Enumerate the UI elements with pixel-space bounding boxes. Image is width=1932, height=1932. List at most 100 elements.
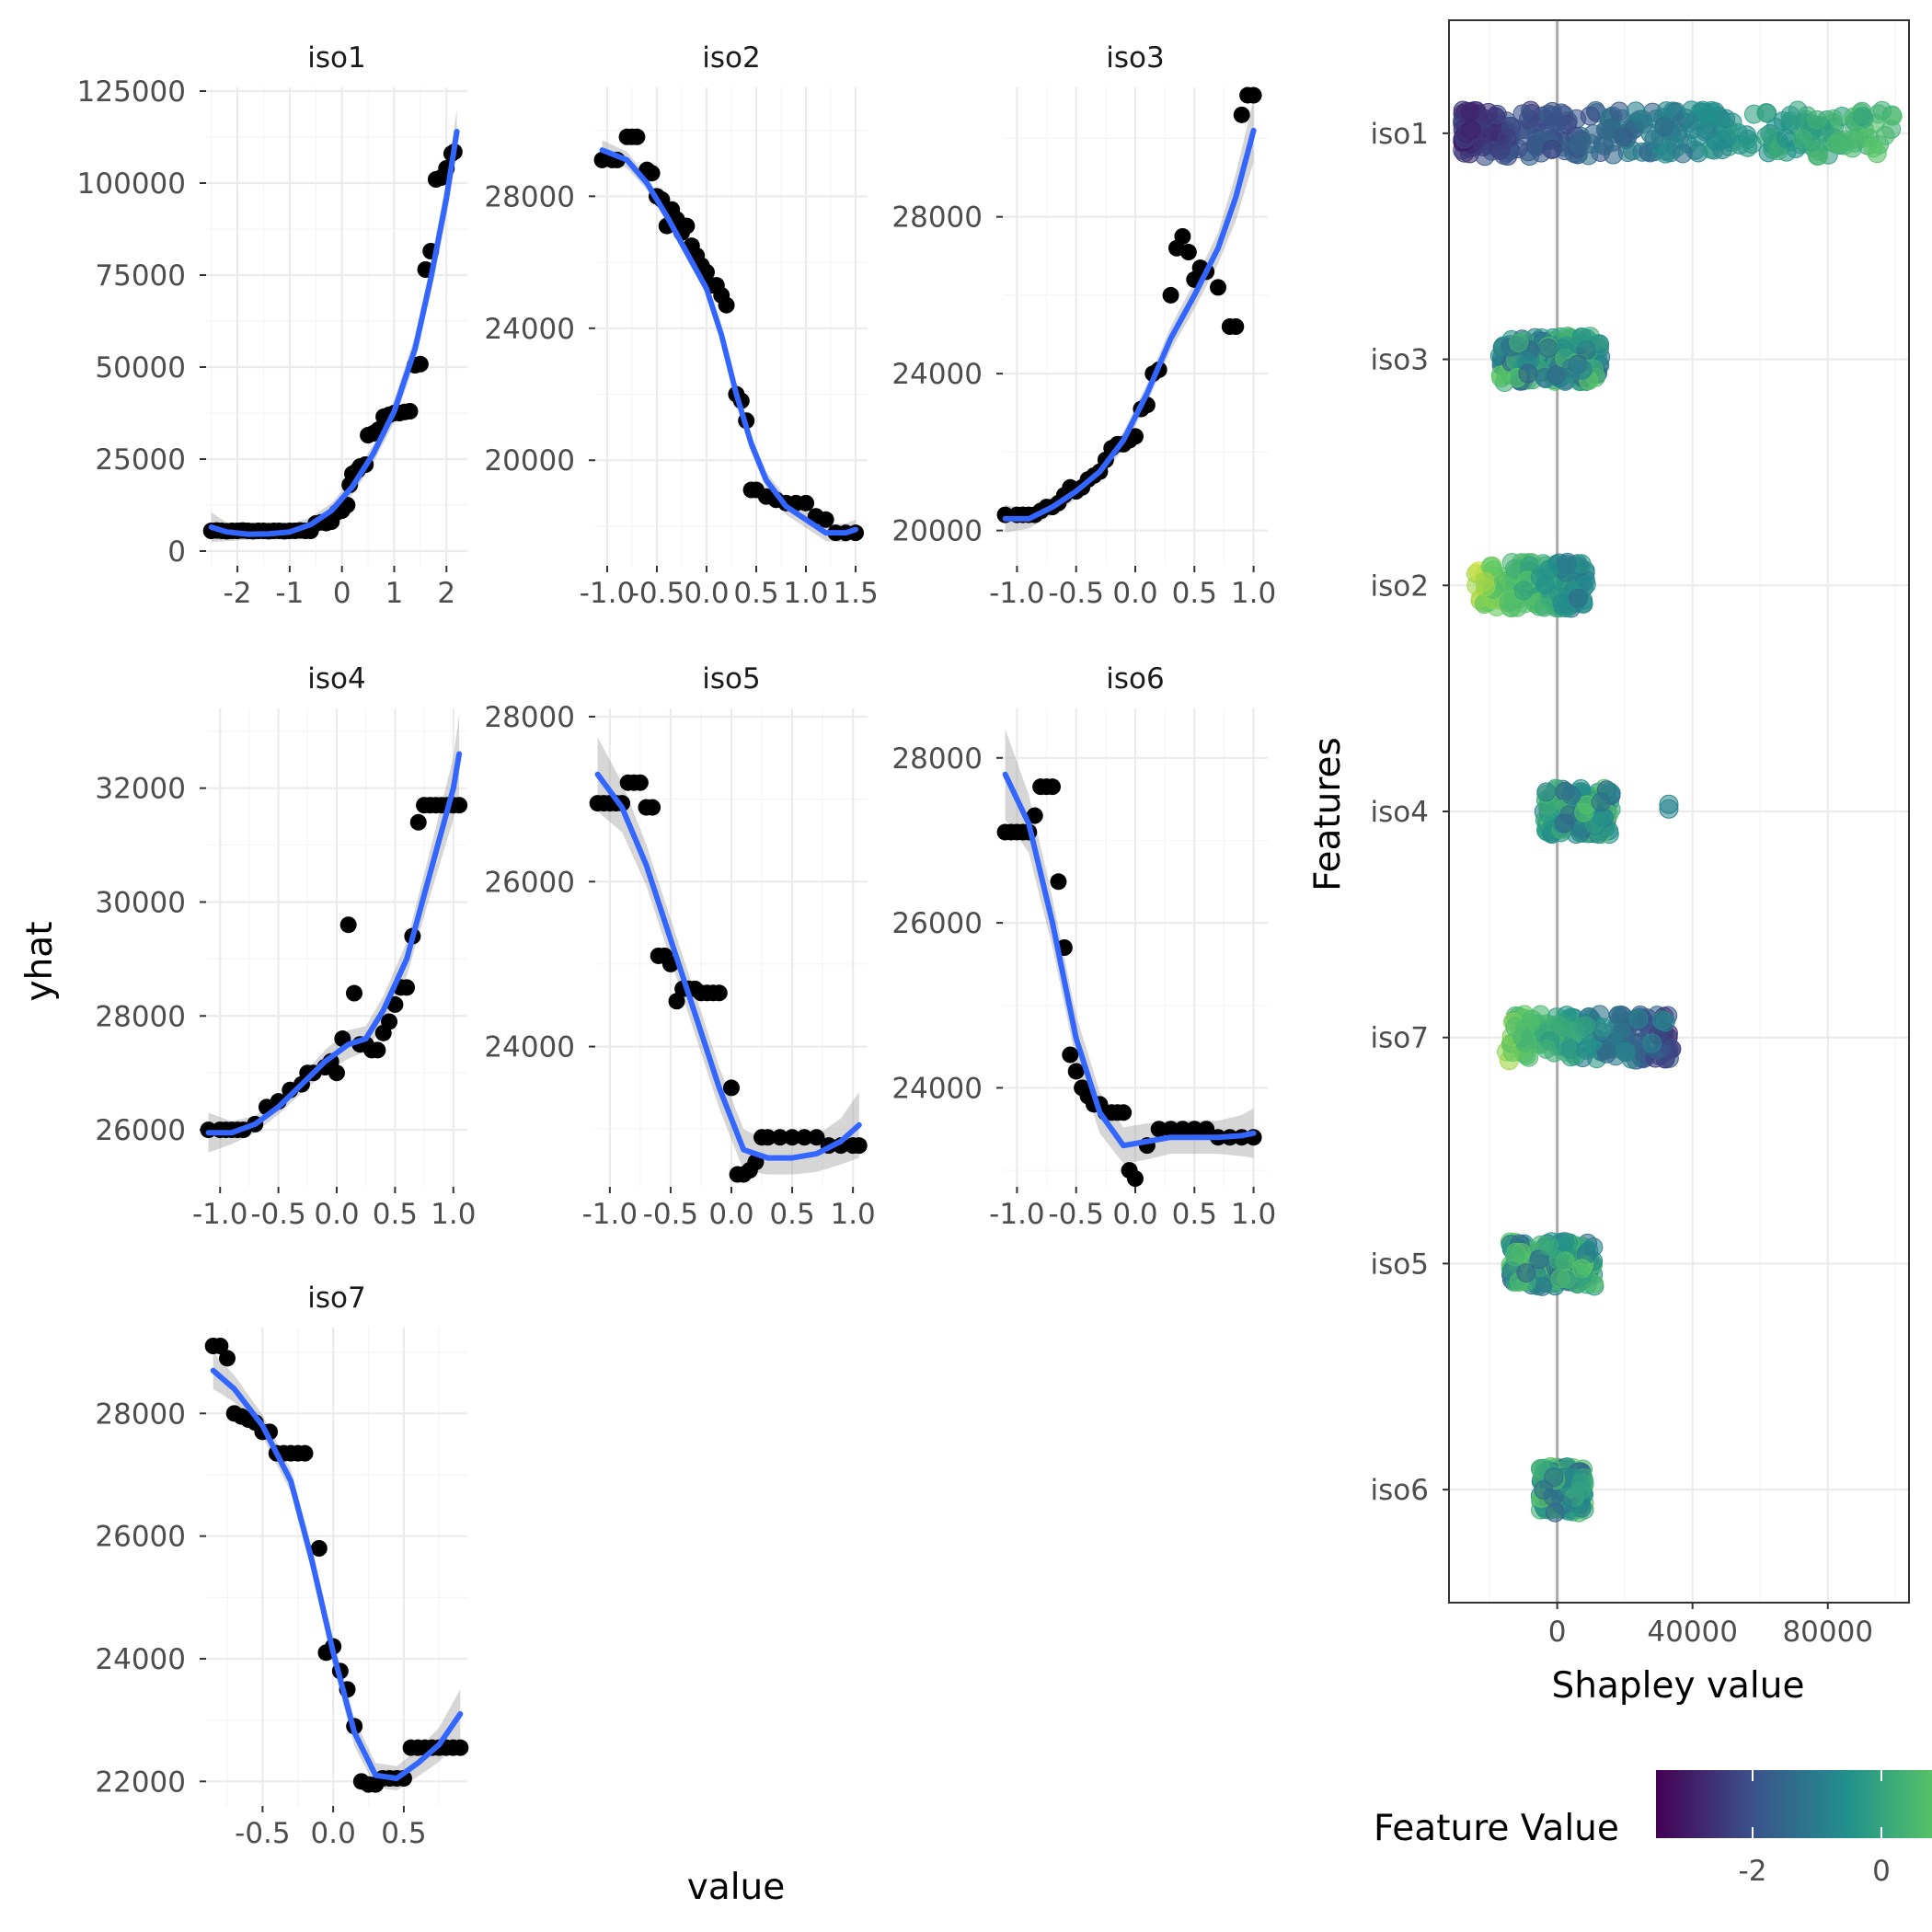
data-point [381, 1013, 398, 1030]
data-point [723, 1079, 740, 1097]
x-tick-label: -2 [224, 577, 252, 610]
y-tick-label: 22000 [95, 1765, 186, 1799]
data-point [310, 1540, 328, 1557]
data-point [1026, 807, 1043, 824]
y-tick-label: 24000 [484, 1031, 575, 1064]
y-tick-label: iso5 [1371, 1248, 1429, 1281]
shap-point [1628, 1009, 1649, 1029]
x-tick-label: 2 [437, 577, 455, 610]
panel-title: iso6 [1106, 662, 1164, 696]
data-point [1050, 873, 1067, 891]
x-tick-label: 1 [385, 577, 404, 610]
shap-point [1571, 327, 1592, 347]
data-point [644, 799, 661, 816]
data-point [1062, 1046, 1079, 1064]
data-point [409, 813, 427, 831]
y-tick-label: 20000 [891, 515, 983, 548]
data-point [386, 995, 404, 1013]
x-tick-label: 1.0 [830, 1198, 875, 1231]
x-tick-label: -1 [275, 577, 304, 610]
shap-point [1542, 101, 1562, 121]
shap-point [1505, 1247, 1525, 1267]
shap-point [1852, 107, 1872, 127]
shap-point [1539, 1236, 1559, 1256]
pdp-panels: iso1-2 -1 0 1 20250005000075000100000125000i… [77, 41, 1277, 1850]
data-point [1227, 318, 1245, 335]
shap-point [1580, 106, 1600, 126]
shap-point [1738, 137, 1758, 157]
x-tick-label: -1.0 [580, 577, 636, 610]
x-tick-label: 0 [1548, 1616, 1567, 1649]
data-point [401, 403, 419, 420]
smooth-line [599, 147, 858, 536]
x-tick-label: -0.5 [1048, 1198, 1104, 1231]
shap-point [1593, 1018, 1614, 1038]
x-tick-label: -0.5 [643, 1198, 699, 1231]
data-point [1174, 227, 1191, 245]
y-tick-label: 26000 [95, 1521, 186, 1554]
shap-point [1589, 334, 1609, 354]
shap-point [1826, 134, 1846, 155]
x-tick-label: 0.5 [733, 577, 778, 610]
y-tick-label: 28000 [484, 701, 575, 734]
data-point [631, 774, 649, 791]
confidence-band [602, 140, 856, 543]
smooth-line [208, 129, 460, 537]
x-tick-label: 1.0 [1231, 577, 1276, 610]
shap-point [1863, 138, 1883, 158]
x-tick-label: 0.0 [314, 1198, 359, 1231]
y-tick-label: 26000 [484, 866, 575, 899]
panel-iso1: iso1 -2 -1 0 1 2 0 25000 50000 75000 100000 125000 [77, 41, 467, 610]
y-tick-label: 26000 [891, 907, 983, 940]
y-tick-label: 125000 [77, 75, 186, 109]
data-point [1245, 86, 1262, 104]
x-tick-label: 0 [333, 577, 351, 610]
data-point [784, 1129, 801, 1146]
y-axis-title-yhat: yhat [19, 922, 61, 1002]
shap-point [1535, 597, 1555, 617]
shap-point [1756, 102, 1777, 122]
shap-point [1550, 1269, 1570, 1289]
data-point [346, 984, 363, 1002]
shap-point [1570, 1473, 1591, 1493]
shap-point [1655, 1012, 1675, 1032]
y-tick-label: 26000 [95, 1114, 186, 1147]
x-axis-title-shapley: Shapley value [1552, 1665, 1805, 1707]
x-tick-label: 0.0 [1112, 577, 1157, 610]
x-axis-title-value: value [687, 1867, 786, 1908]
y-tick-label: 28000 [891, 742, 983, 776]
x-tick-label: 1.0 [1231, 1198, 1276, 1231]
shap-point [1548, 1250, 1569, 1271]
y-tick-label: 32000 [95, 773, 186, 806]
data-point [1210, 279, 1226, 296]
shap-point [1507, 597, 1527, 617]
x-tick-label: 0.0 [684, 577, 729, 610]
confidence-band [208, 714, 460, 1153]
shap-point [1513, 581, 1534, 601]
smooth-line [210, 1367, 464, 1781]
shap-row-iso5 [1500, 1232, 1604, 1296]
x-tick-label: 1.0 [431, 1198, 476, 1231]
y-tick-label: 50000 [95, 351, 186, 385]
panel-iso7: iso7 -0.5 0.0 0.5 22000 24000 26000 28000 [95, 1282, 469, 1850]
data-point [1174, 1121, 1191, 1138]
y-tick-label: iso1 [1371, 118, 1429, 151]
data-point [1067, 1063, 1085, 1080]
shap-point [1535, 367, 1555, 387]
data-point [411, 355, 429, 373]
x-tick-label: -1.0 [989, 1198, 1045, 1231]
panel-title: iso5 [702, 662, 760, 696]
shap-point [1642, 1033, 1662, 1053]
y-tick-label: 24000 [484, 313, 575, 346]
y-tick-label: 30000 [95, 886, 186, 919]
shap-point [1512, 104, 1533, 124]
panel-title: iso1 [307, 41, 365, 75]
data-point [1233, 106, 1250, 123]
data-point [219, 1350, 236, 1367]
panel-iso6: iso6 -1.0 -0.5 0.0 0.5 1.0 24000 26000 28000 [891, 662, 1276, 1231]
shap-row-iso3 [1489, 327, 1611, 393]
shap-point [1529, 1249, 1549, 1270]
x-tick-label: 0.5 [1172, 577, 1217, 610]
panel-title: iso7 [307, 1282, 365, 1315]
shap-point [1776, 128, 1796, 148]
